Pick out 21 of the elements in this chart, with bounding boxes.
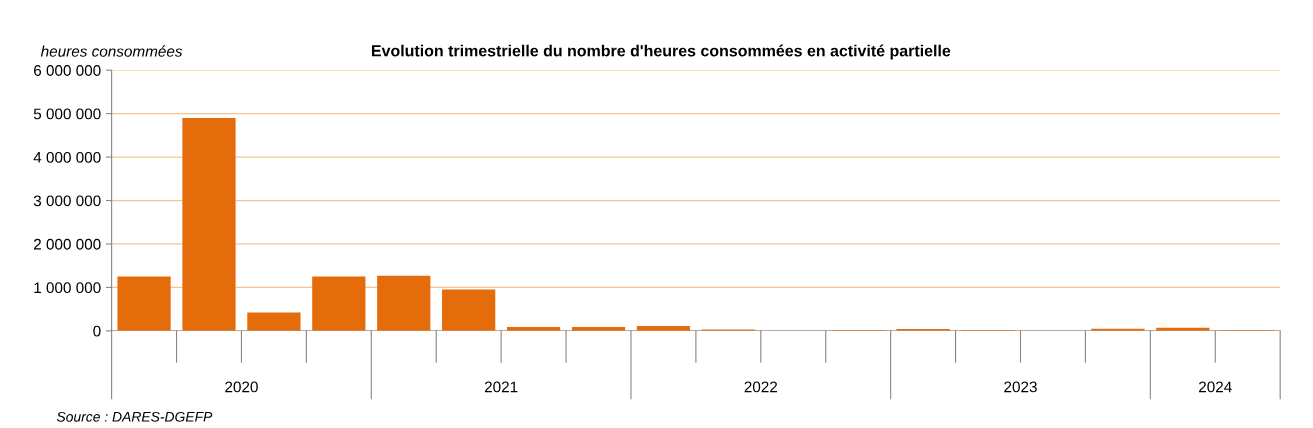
text: 2022 — [744, 381, 778, 393]
y-tick-label: 6 000 000 — [34, 65, 101, 76]
text: 2021 — [484, 381, 518, 393]
y-tick-label: 2 000 000 — [34, 238, 101, 250]
y-tick-label: 0 — [93, 325, 101, 337]
bar — [182, 117, 236, 331]
y-axis-title: heures consommées — [40, 45, 183, 57]
bar — [377, 275, 431, 331]
bar — [247, 312, 301, 331]
text: 2023 — [1004, 381, 1037, 393]
y-tick-label: 1 000 000 — [34, 282, 101, 294]
text: 2024 — [1199, 381, 1232, 393]
bar — [312, 276, 366, 331]
source-note: Source : DARES-DGEFP — [56, 411, 213, 422]
chart-title: Evolution trimestrielle du nombre d'heures consommées en activité partielle — [371, 44, 951, 60]
y-tick-label: 3 000 000 — [33, 195, 101, 207]
text: 2020 — [225, 381, 258, 393]
bar — [117, 276, 171, 331]
y-tick-label: 5 000 000 — [33, 108, 101, 120]
y-tick-label: 4 000 000 — [33, 151, 101, 163]
bar — [442, 289, 496, 331]
